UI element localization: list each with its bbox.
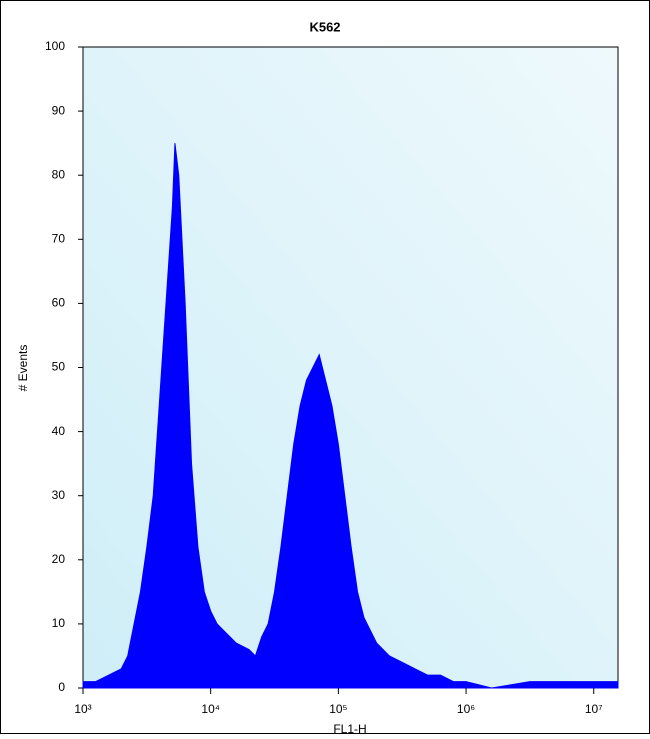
x-tick-label: 10⁴ — [201, 702, 220, 716]
x-tick-label: 10⁷ — [585, 702, 603, 716]
y-tick-label: 30 — [52, 488, 66, 502]
chart-title: K562 — [309, 19, 340, 34]
x-tick-label: 10³ — [74, 702, 91, 716]
y-tick-label: 0 — [58, 680, 65, 694]
y-tick-label: 60 — [52, 296, 66, 310]
y-tick-label: 70 — [52, 231, 66, 245]
x-axis-label: FL1-H — [333, 722, 366, 734]
y-tick-label: 100 — [45, 39, 65, 53]
y-axis-label: # Events — [16, 345, 30, 392]
y-tick-label: 80 — [52, 167, 66, 181]
y-tick-label: 90 — [52, 103, 66, 117]
x-tick-label: 10⁵ — [329, 702, 347, 716]
y-tick-label: 50 — [52, 360, 66, 374]
histogram-area — [82, 143, 619, 689]
y-tick-label: 40 — [52, 424, 66, 438]
x-tick-label: 10⁶ — [457, 702, 475, 716]
y-tick-label: 10 — [52, 616, 66, 630]
y-tick-label: 20 — [52, 552, 66, 566]
